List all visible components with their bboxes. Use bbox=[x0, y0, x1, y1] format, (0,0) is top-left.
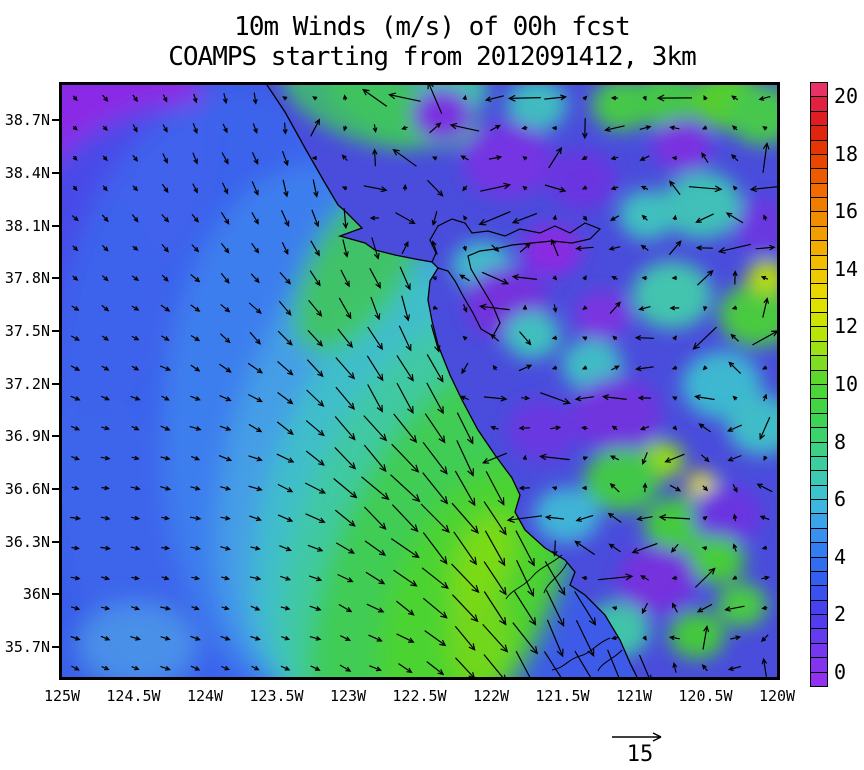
x-tick-label: 120.5W bbox=[678, 687, 733, 705]
y-tick-mark bbox=[52, 488, 59, 491]
x-tick-label: 124W bbox=[186, 687, 224, 705]
colorbar-cell bbox=[810, 542, 828, 558]
x-tick-label: 123W bbox=[329, 687, 367, 705]
colorbar-cell bbox=[810, 484, 828, 501]
y-tick-mark bbox=[52, 329, 59, 332]
y-tick-mark bbox=[52, 171, 59, 174]
x-tick-label: 122W bbox=[472, 687, 510, 705]
map-canvas bbox=[62, 85, 777, 677]
x-tick-label: 125W bbox=[43, 687, 81, 705]
colorbar-cell bbox=[810, 139, 828, 155]
colorbar-cell bbox=[810, 513, 828, 529]
colorbar-cell bbox=[810, 153, 828, 170]
colorbar-cell bbox=[810, 82, 828, 98]
map-frame bbox=[59, 82, 780, 680]
colorbar-cell bbox=[810, 599, 828, 616]
y-tick-label: 38.7N bbox=[4, 111, 50, 130]
colorbar-cell bbox=[810, 657, 828, 673]
y-tick-label: 37.8N bbox=[4, 269, 50, 288]
wind-vector-arrows bbox=[70, 85, 777, 677]
reference-arrow bbox=[612, 732, 662, 742]
y-tick-mark bbox=[52, 593, 59, 596]
colorbar-cell bbox=[810, 211, 828, 227]
y-tick-mark bbox=[52, 382, 59, 385]
plot-title-line2: COAMPS starting from 2012091412, 3km bbox=[168, 42, 697, 72]
colorbar-cell bbox=[810, 340, 828, 357]
x-tick-label: 120W bbox=[758, 687, 796, 705]
y-tick-mark bbox=[52, 540, 59, 543]
colorbar-tick-label: 2 bbox=[834, 602, 847, 627]
colorbar-cell bbox=[810, 110, 828, 127]
colorbar-cell bbox=[810, 312, 828, 328]
colorbar-cell bbox=[810, 96, 828, 112]
colorbar-cell bbox=[810, 254, 828, 270]
coastline bbox=[266, 85, 638, 677]
colorbar-cell bbox=[810, 369, 828, 385]
river-lines bbox=[505, 554, 623, 672]
colorbar-cell bbox=[810, 326, 828, 342]
reference-arrow-label: 15 bbox=[626, 742, 654, 767]
y-tick-mark bbox=[52, 646, 59, 649]
colorbar-tick-label: 8 bbox=[834, 429, 847, 454]
x-tick-label: 121W bbox=[615, 687, 653, 705]
colorbar-tick-label: 4 bbox=[834, 544, 847, 569]
colorbar-cell bbox=[810, 470, 828, 486]
colorbar-cell bbox=[810, 225, 828, 242]
y-tick-label: 36.6N bbox=[4, 480, 50, 499]
colorbar-cell bbox=[810, 182, 828, 199]
colorbar-cell bbox=[810, 570, 828, 587]
colorbar-cell bbox=[810, 240, 828, 256]
colorbar-cell bbox=[810, 614, 828, 630]
y-tick-label: 37.5N bbox=[4, 321, 50, 340]
colorbar-cell bbox=[810, 628, 828, 644]
colorbar-cell bbox=[810, 384, 828, 400]
colorbar-tick-label: 18 bbox=[834, 141, 859, 166]
colorbar-cell bbox=[810, 168, 828, 184]
x-tick-label: 122.5W bbox=[392, 687, 447, 705]
colorbar-tick-label: 0 bbox=[834, 659, 847, 684]
colorbar-cell bbox=[810, 527, 828, 544]
y-tick-label: 36N bbox=[22, 585, 50, 604]
y-tick-label: 38.4N bbox=[4, 163, 50, 182]
y-tick-mark bbox=[52, 435, 59, 438]
colorbar-tick-label: 20 bbox=[834, 84, 859, 109]
colorbar-cell bbox=[810, 283, 828, 299]
x-tick-label: 123.5W bbox=[249, 687, 304, 705]
y-tick-mark bbox=[52, 224, 59, 227]
colorbar-cell bbox=[810, 455, 828, 472]
y-tick-label: 37.2N bbox=[4, 374, 50, 393]
colorbar-tick-label: 10 bbox=[834, 372, 859, 396]
plot-title-line1: 10m Winds (m/s) of 00h fcst bbox=[234, 12, 631, 42]
colorbar-cell bbox=[810, 412, 828, 429]
colorbar bbox=[810, 82, 828, 687]
colorbar-cell bbox=[810, 197, 828, 213]
colorbar-cell bbox=[810, 441, 828, 457]
x-tick-label: 124.5W bbox=[106, 687, 161, 705]
colorbar-cell bbox=[810, 556, 828, 572]
y-tick-label: 36.3N bbox=[4, 532, 50, 551]
colorbar-cell bbox=[810, 398, 828, 414]
colorbar-cell bbox=[810, 671, 828, 687]
y-tick-label: 36.9N bbox=[4, 427, 50, 446]
colorbar-tick-label: 12 bbox=[834, 314, 859, 339]
colorbar-cell bbox=[810, 297, 828, 314]
x-tick-label: 121.5W bbox=[535, 687, 590, 705]
y-tick-label: 35.7N bbox=[4, 638, 50, 657]
colorbar-tick-label: 16 bbox=[834, 199, 859, 224]
colorbar-tick-label: 14 bbox=[834, 256, 859, 281]
colorbar-cell bbox=[810, 125, 828, 141]
colorbar-cell bbox=[810, 427, 828, 443]
colorbar-tick-label: 6 bbox=[834, 487, 847, 512]
y-tick-mark bbox=[52, 277, 59, 280]
colorbar-cell bbox=[810, 268, 828, 285]
y-tick-label: 38.1N bbox=[4, 216, 50, 235]
colorbar-cell bbox=[810, 499, 828, 515]
colorbar-cell bbox=[810, 642, 828, 659]
bay-outline bbox=[429, 218, 602, 337]
colorbar-cell bbox=[810, 355, 828, 371]
colorbar-cell bbox=[810, 585, 828, 601]
y-tick-mark bbox=[52, 119, 59, 122]
